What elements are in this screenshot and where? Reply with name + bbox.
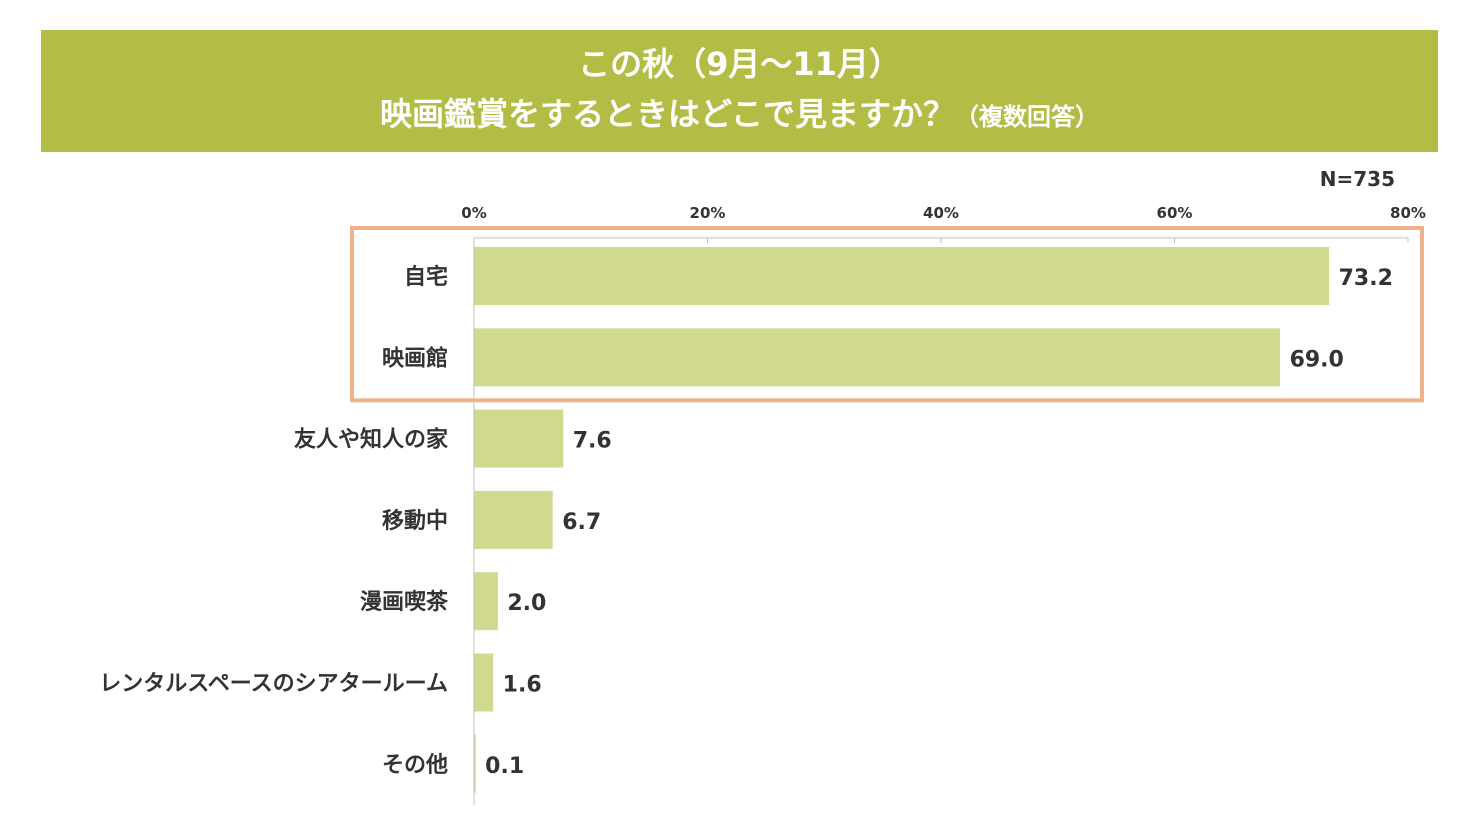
category-label: レンタルスペースのシアタールーム (99, 672, 448, 697)
category-label: 漫画喫茶 (360, 589, 449, 615)
bar (474, 247, 1330, 305)
value-label: 73.2 (1339, 266, 1393, 291)
x-tick-label: 0% (461, 204, 486, 222)
value-label: 0.1 (485, 754, 524, 779)
bar (474, 409, 564, 468)
chart-title-question: 映画鑑賞をするときはどこで見ますか？ (379, 95, 956, 133)
category-label: 友人や知人の家 (294, 427, 449, 453)
value-label: 6.7 (562, 510, 601, 535)
x-tick-label: 40% (923, 204, 959, 222)
category-label: 移動中 (382, 508, 448, 534)
category-label: その他 (382, 753, 448, 778)
value-label: 2.0 (507, 591, 546, 616)
bar (474, 328, 1281, 387)
chart-title-line1: この秋（9月～11月） (578, 45, 901, 83)
value-label: 1.6 (503, 673, 542, 698)
category-label: 映画館 (382, 345, 448, 371)
bar (474, 490, 553, 549)
x-tick-label: 60% (1157, 204, 1193, 222)
sample-size-label: N=735 (1319, 167, 1395, 191)
bar (474, 653, 494, 712)
chart-title-note: （複数回答） (955, 103, 1100, 131)
bar (474, 734, 476, 793)
value-label: 7.6 (573, 429, 612, 454)
highlight-box (350, 226, 1424, 403)
title-banner: この秋（9月～11月） 映画鑑賞をするときはどこで見ますか？（複数回答） (41, 30, 1438, 152)
x-tick-label: 20% (690, 204, 726, 222)
bar (474, 572, 498, 631)
chart-title-line2: 映画鑑賞をするときはどこで見ますか？（複数回答） (41, 94, 1438, 137)
category-label: 自宅 (404, 264, 448, 290)
x-tick-label: 80% (1390, 204, 1426, 222)
value-label: 69.0 (1290, 347, 1344, 372)
